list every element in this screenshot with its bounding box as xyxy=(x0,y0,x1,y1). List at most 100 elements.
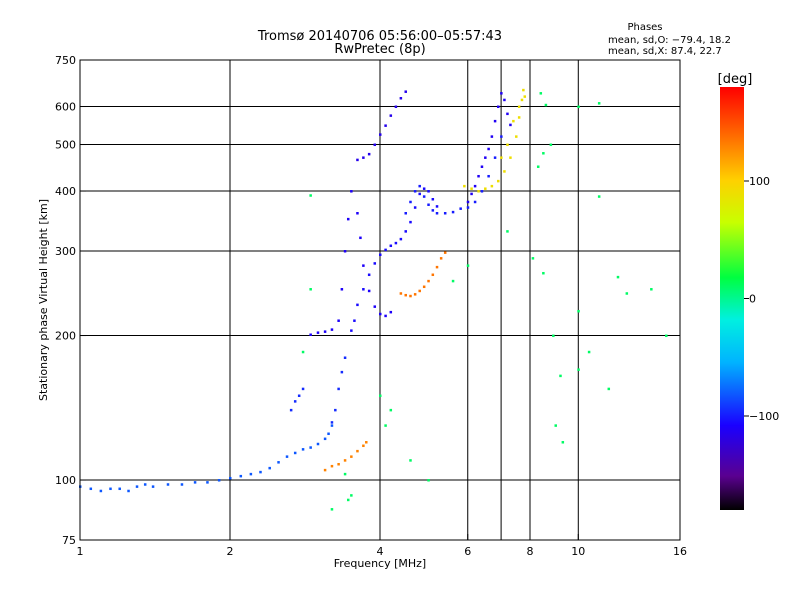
data-point xyxy=(330,421,334,424)
data-point xyxy=(431,198,435,201)
data-point xyxy=(337,319,340,322)
data-point xyxy=(362,156,365,159)
data-point xyxy=(418,289,421,293)
data-point xyxy=(404,293,407,297)
data-point xyxy=(493,119,497,123)
colorbar-tick-label: 0 xyxy=(749,293,756,306)
y-axis: 75 100 200 300 400 500 600 750 xyxy=(55,54,86,547)
data-point xyxy=(500,92,503,95)
data-point xyxy=(356,158,359,162)
data-point xyxy=(384,124,387,127)
data-point xyxy=(309,288,312,291)
data-point xyxy=(480,165,484,168)
data-point xyxy=(109,487,112,491)
data-point xyxy=(334,408,337,412)
data-point xyxy=(552,334,555,338)
data-point xyxy=(293,400,297,403)
x-tick-label: 16 xyxy=(673,545,687,558)
data-point xyxy=(229,476,232,480)
data-point xyxy=(384,424,387,427)
data-point xyxy=(259,470,262,474)
data-point xyxy=(362,444,365,448)
data-point xyxy=(373,262,377,265)
data-point xyxy=(346,498,350,502)
y-tick-label: 200 xyxy=(55,330,76,343)
data-point xyxy=(309,333,312,336)
data-point xyxy=(439,257,443,260)
data-point xyxy=(330,328,334,331)
y-tick-label: 750 xyxy=(55,54,76,67)
chart-title-line2: RwPretec (8p) xyxy=(334,42,425,57)
data-point xyxy=(431,209,435,212)
x-tick-label: 4 xyxy=(377,545,384,558)
data-point xyxy=(389,244,393,248)
series-6 xyxy=(466,92,512,204)
y-tick-label: 600 xyxy=(55,101,76,114)
data-point xyxy=(404,90,407,93)
data-point xyxy=(587,350,591,354)
data-point xyxy=(607,387,611,391)
data-point xyxy=(520,98,524,102)
data-point xyxy=(365,441,368,444)
data-point xyxy=(435,265,439,269)
x-axis-label: Frequency [MHz] xyxy=(334,557,426,570)
data-point xyxy=(427,479,430,482)
data-point xyxy=(493,156,497,159)
data-point xyxy=(373,143,377,147)
data-point xyxy=(343,472,347,476)
data-point xyxy=(350,494,353,497)
data-point xyxy=(337,387,340,391)
series-7 xyxy=(463,88,527,193)
data-point xyxy=(473,184,477,188)
data-point xyxy=(503,170,506,173)
data-point xyxy=(239,474,243,478)
y-axis-label: Stationary phase Virtual Height [km] xyxy=(37,199,50,401)
data-point xyxy=(356,449,359,453)
data-point xyxy=(379,312,382,316)
series-5 xyxy=(356,90,407,162)
data-point xyxy=(249,472,253,476)
data-point xyxy=(431,273,435,277)
x-tick-label: 8 xyxy=(527,545,534,558)
data-point xyxy=(466,264,470,267)
data-point xyxy=(577,105,580,109)
data-point xyxy=(89,487,93,491)
data-point xyxy=(480,190,484,193)
colorbar xyxy=(720,87,744,510)
data-point xyxy=(379,394,382,398)
data-point xyxy=(517,105,521,109)
data-point xyxy=(544,103,548,107)
gridlines xyxy=(80,60,680,540)
data-point xyxy=(539,92,543,95)
data-point xyxy=(490,184,494,188)
data-point xyxy=(484,187,487,190)
data-point xyxy=(487,174,490,178)
data-point xyxy=(427,190,430,193)
y-tick-label: 100 xyxy=(55,474,76,487)
series-0 xyxy=(79,424,334,493)
data-point xyxy=(353,319,356,322)
data-point xyxy=(367,273,371,277)
data-point xyxy=(409,294,412,298)
data-point xyxy=(330,464,334,468)
data-point xyxy=(503,98,506,102)
data-point xyxy=(99,489,103,493)
colorbar-label: [deg] xyxy=(718,72,753,87)
data-point xyxy=(597,195,601,198)
data-point xyxy=(293,451,297,455)
data-point xyxy=(404,230,407,233)
stats-heading: Phases xyxy=(627,22,662,33)
data-point xyxy=(118,487,121,491)
data-point xyxy=(316,442,320,446)
data-point xyxy=(404,212,407,215)
series-9 xyxy=(399,251,447,298)
data-point xyxy=(166,483,170,486)
data-point xyxy=(506,230,509,233)
data-point xyxy=(330,508,334,511)
data-point xyxy=(409,200,412,204)
data-point xyxy=(379,133,382,136)
data-point xyxy=(422,195,426,198)
data-point xyxy=(389,310,393,314)
stats-x-label: mean, sd,X: 87.4, 22.7 xyxy=(608,46,722,57)
